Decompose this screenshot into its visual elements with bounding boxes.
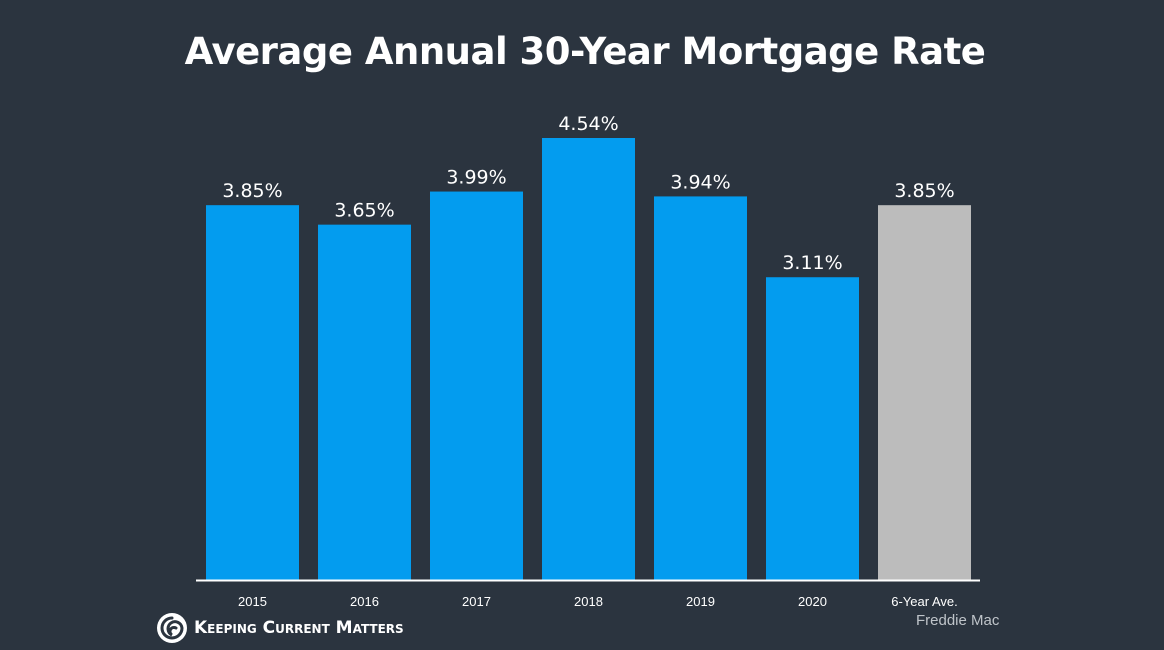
bar-2015 [206, 205, 299, 580]
kcm-logo: Keeping Current Matters [156, 612, 404, 644]
source-label: Freddie Mac [916, 612, 1000, 629]
bar-2016 [318, 224, 411, 580]
data-label: 3.85% [222, 180, 282, 202]
data-label: 3.65% [334, 200, 394, 222]
x-tick-label: 2016 [350, 594, 379, 609]
data-label: 4.54% [558, 113, 618, 135]
x-tick-label: 2017 [462, 594, 491, 609]
bar-2017 [430, 191, 523, 580]
bar-2019 [654, 196, 747, 580]
data-label: 3.94% [670, 171, 730, 193]
bar-2020 [766, 277, 859, 580]
x-tick-label: 2019 [686, 594, 715, 609]
logo-text: Keeping Current Matters [194, 618, 404, 638]
swirl-logo-icon [157, 613, 187, 643]
data-label: 3.11% [782, 252, 842, 274]
x-tick-label: 2020 [798, 594, 827, 609]
bar-6-year-ave [878, 205, 971, 580]
x-tick-label: 6-Year Ave. [891, 594, 958, 609]
x-tick-label: 2015 [238, 594, 267, 609]
bar-2018 [542, 138, 635, 580]
chart-title: Average Annual 30-Year Mortgage Rate [184, 30, 986, 73]
x-tick-label: 2018 [574, 594, 603, 609]
data-label: 3.99% [446, 167, 506, 189]
data-label: 3.85% [894, 180, 954, 202]
